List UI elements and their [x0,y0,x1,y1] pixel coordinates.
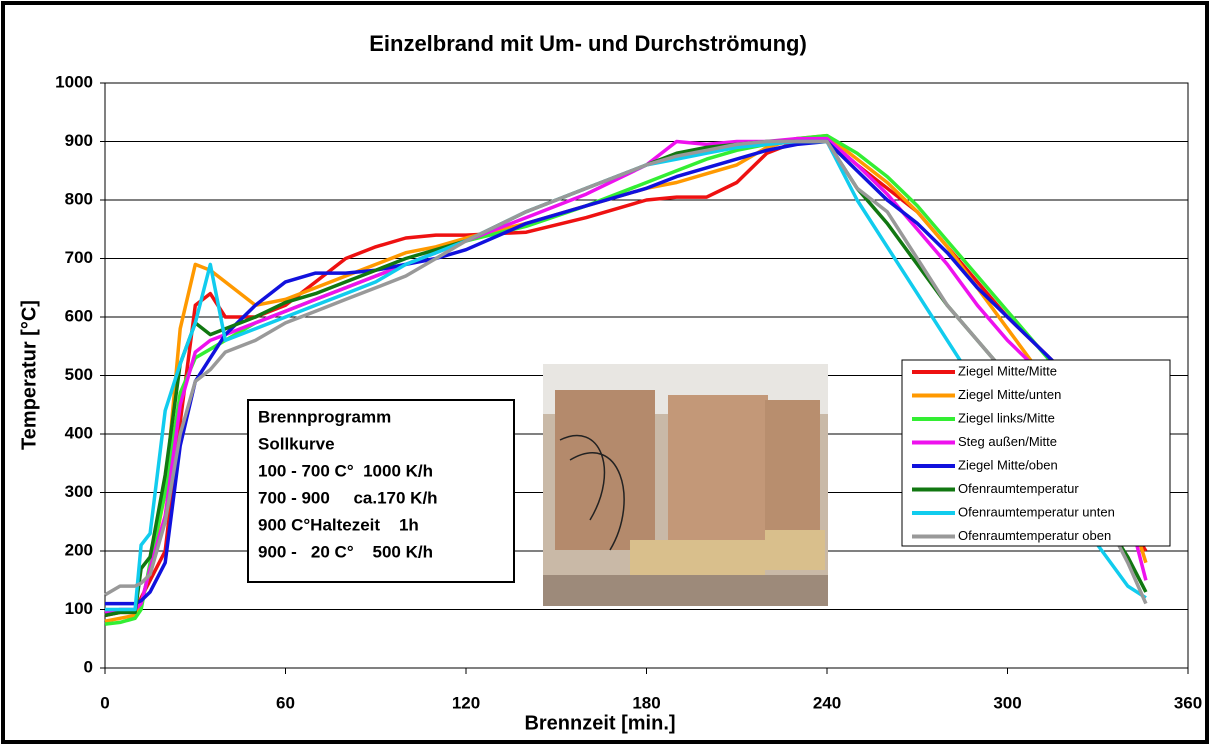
legend-label: Ofenraumtemperatur [958,481,1079,496]
x-tick-label: 300 [993,693,1021,712]
y-tick-label: 300 [65,482,93,501]
annotation-line: 900 C°Haltezeit 1h [258,515,419,534]
chart: Einzelbrand mit Um- und Durchströmung) B… [0,0,1210,745]
y-tick-label: 600 [65,306,93,325]
y-tick-label: 1000 [55,72,93,91]
legend-label: Ziegel Mitte/oben [958,457,1058,472]
x-axis-label: Brennzeit [min.] [524,712,675,734]
legend-label: Ziegel links/Mitte [958,410,1055,425]
photo [543,364,828,606]
annotation-line: 900 - 20 C° 500 K/h [258,542,433,561]
y-tick-label: 200 [65,540,93,559]
annotation-line: 100 - 700 C° 1000 K/h [258,461,433,480]
legend-label: Steg außen/Mitte [958,434,1057,449]
y-tick-label: 800 [65,189,93,208]
y-tick-label: 700 [65,248,93,267]
y-tick-label: 0 [84,657,93,676]
x-tick-label: 180 [632,693,660,712]
y-tick-label: 900 [65,131,93,150]
x-tick-label: 60 [276,693,295,712]
legend-label: Ziegel Mitte/Mitte [958,363,1057,378]
page: Einzelbrand mit Um- und Durchströmung) B… [0,0,1210,745]
y-tick-label: 100 [65,599,93,618]
chart-title: Einzelbrand mit Um- und Durchströmung) [369,31,807,56]
x-tick-label: 360 [1174,693,1202,712]
annotation-line: 700 - 900 ca.170 K/h [258,488,438,507]
x-tick-label: 0 [100,693,109,712]
y-tick-label: 500 [65,365,93,384]
annotation-line: Sollkurve [258,434,335,453]
y-tick-label: 400 [65,423,93,442]
annotation-line: Brennprogramm [258,407,391,426]
legend-label: Ziegel Mitte/unten [958,387,1061,402]
x-tick-label: 240 [813,693,841,712]
legend-label: Ofenraumtemperatur oben [958,528,1111,543]
x-tick-label: 120 [452,693,480,712]
y-axis-label: Temperatur [°C] [18,300,40,450]
legend-label: Ofenraumtemperatur unten [958,504,1115,519]
